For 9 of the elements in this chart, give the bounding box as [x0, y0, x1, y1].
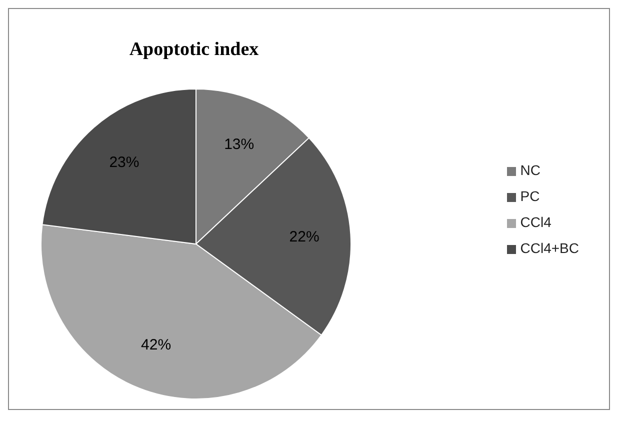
- legend-label: CCl4: [520, 214, 552, 230]
- chart-title: Apoptotic index: [128, 39, 260, 61]
- data-label: 42%: [141, 336, 172, 354]
- legend-label: CCl4+BC: [520, 240, 579, 256]
- data-label: 13%: [224, 136, 254, 153]
- data-label: 22%: [289, 228, 320, 246]
- legend-label: PC: [520, 188, 540, 204]
- data-label: 23%: [109, 154, 140, 172]
- legend-label: NC: [520, 162, 540, 178]
